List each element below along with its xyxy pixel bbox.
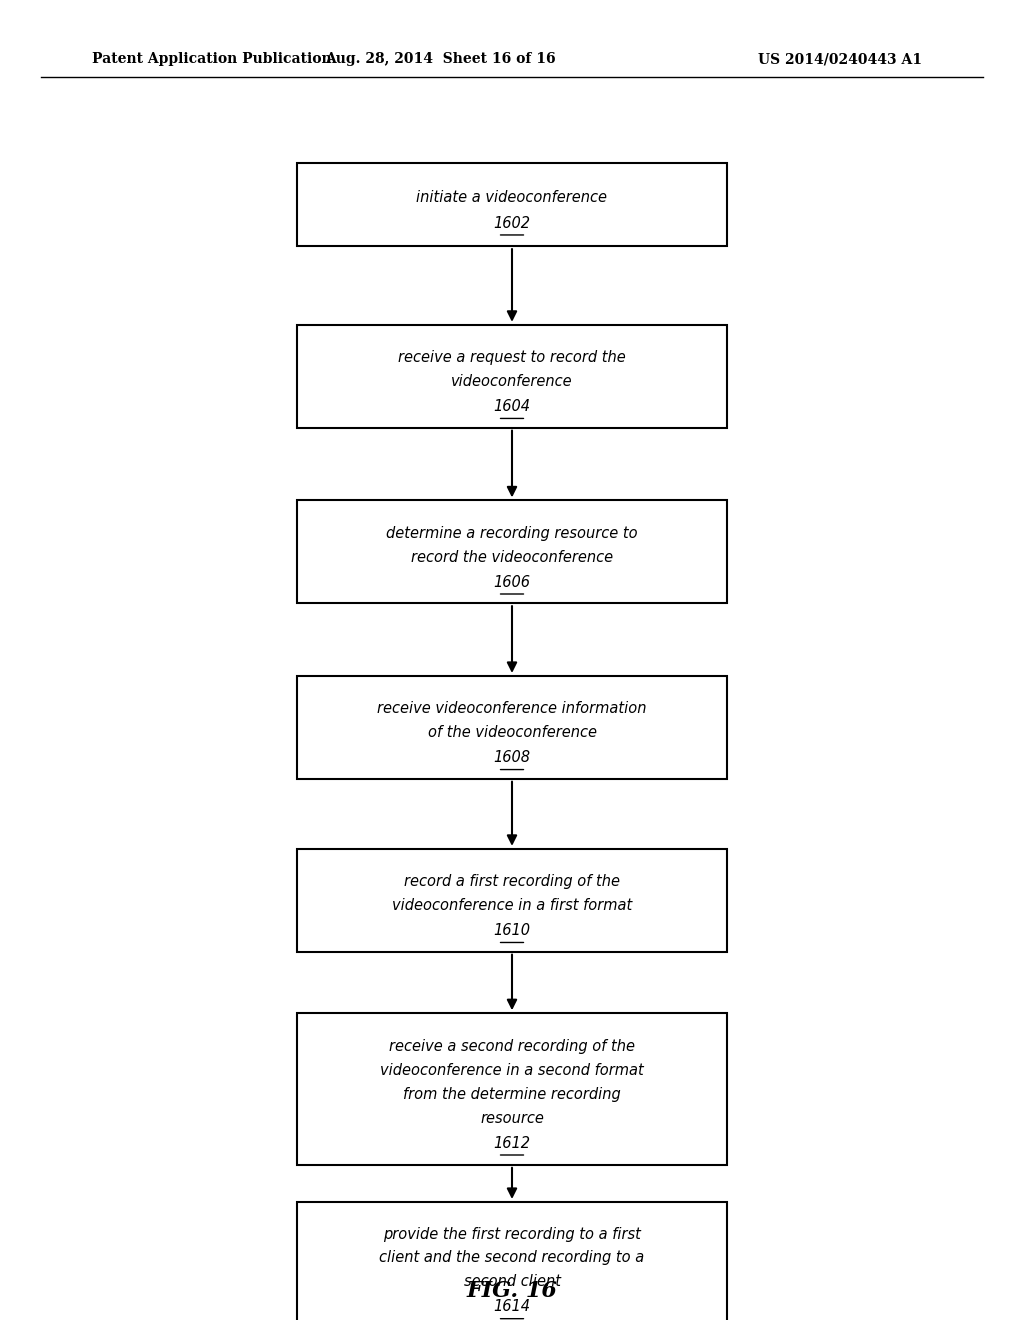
FancyBboxPatch shape (297, 849, 727, 952)
Text: 1614: 1614 (494, 1299, 530, 1315)
Text: videoconference in a first format: videoconference in a first format (392, 898, 632, 913)
FancyBboxPatch shape (297, 162, 727, 246)
Text: 1602: 1602 (494, 215, 530, 231)
FancyBboxPatch shape (297, 676, 727, 779)
Text: 1606: 1606 (494, 574, 530, 590)
Text: receive a request to record the: receive a request to record the (398, 350, 626, 366)
Text: record the videoconference: record the videoconference (411, 549, 613, 565)
FancyBboxPatch shape (297, 1014, 727, 1166)
FancyBboxPatch shape (297, 325, 727, 428)
FancyBboxPatch shape (297, 500, 727, 603)
Text: provide the first recording to a first: provide the first recording to a first (383, 1226, 641, 1242)
Text: FIG. 16: FIG. 16 (467, 1280, 557, 1302)
Text: initiate a videoconference: initiate a videoconference (417, 190, 607, 206)
Text: 1608: 1608 (494, 750, 530, 766)
Text: determine a recording resource to: determine a recording resource to (386, 525, 638, 541)
Text: 1604: 1604 (494, 399, 530, 414)
Text: of the videoconference: of the videoconference (427, 725, 597, 741)
Text: from the determine recording: from the determine recording (403, 1086, 621, 1102)
Text: 1610: 1610 (494, 923, 530, 939)
Text: videoconference: videoconference (452, 374, 572, 389)
Text: receive a second recording of the: receive a second recording of the (389, 1039, 635, 1055)
Text: receive videoconference information: receive videoconference information (377, 701, 647, 717)
Text: US 2014/0240443 A1: US 2014/0240443 A1 (758, 53, 922, 66)
Text: client and the second recording to a: client and the second recording to a (379, 1250, 645, 1266)
Text: Patent Application Publication: Patent Application Publication (92, 53, 332, 66)
Text: record a first recording of the: record a first recording of the (404, 874, 620, 890)
Text: resource: resource (480, 1110, 544, 1126)
Text: second client: second client (464, 1274, 560, 1290)
FancyBboxPatch shape (297, 1201, 727, 1320)
Text: videoconference in a second format: videoconference in a second format (380, 1063, 644, 1078)
Text: 1612: 1612 (494, 1135, 530, 1151)
Text: Aug. 28, 2014  Sheet 16 of 16: Aug. 28, 2014 Sheet 16 of 16 (325, 53, 556, 66)
